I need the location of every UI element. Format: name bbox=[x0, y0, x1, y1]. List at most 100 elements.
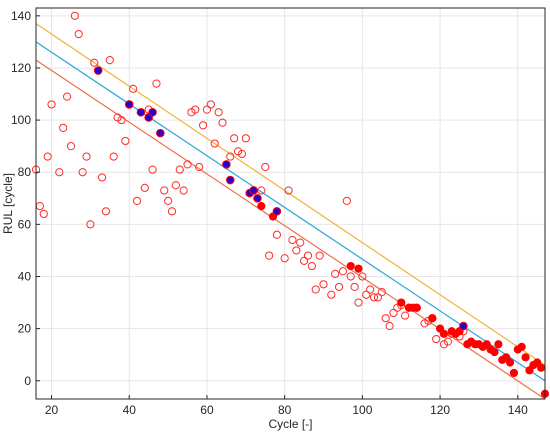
open-red-point bbox=[381, 314, 390, 323]
open-red-point bbox=[369, 293, 379, 302]
open-red-point bbox=[299, 256, 309, 265]
open-red-point bbox=[350, 282, 359, 292]
open-red-point bbox=[109, 152, 118, 161]
open-red-point bbox=[362, 290, 371, 299]
filled-red-point bbox=[537, 363, 546, 372]
open-red-point bbox=[97, 173, 107, 182]
filled-red-point bbox=[505, 358, 515, 367]
open-red-point bbox=[206, 100, 215, 109]
x-tick-label: 40 bbox=[123, 403, 137, 417]
open-red-point bbox=[214, 108, 223, 117]
open-red-point bbox=[55, 168, 64, 177]
filled-red-point bbox=[257, 202, 266, 211]
plot-frame bbox=[35, 7, 546, 400]
open-red-point bbox=[129, 84, 138, 93]
filled-blue-point bbox=[124, 100, 134, 109]
open-red-point bbox=[101, 207, 111, 216]
filled-blue-point bbox=[253, 193, 262, 203]
open-red-point bbox=[43, 152, 52, 161]
open-red-point bbox=[401, 311, 410, 320]
open-red-point bbox=[261, 162, 270, 172]
x-tick-label: 60 bbox=[200, 403, 214, 417]
open-red-point bbox=[366, 285, 375, 294]
open-red-point bbox=[66, 142, 76, 151]
open-red-point bbox=[311, 285, 320, 294]
open-red-point bbox=[175, 165, 184, 174]
filled-blue-point bbox=[93, 66, 103, 75]
y-tick-label: 140 bbox=[11, 9, 31, 23]
open-red-point bbox=[307, 261, 316, 271]
filled-red-point bbox=[490, 347, 499, 357]
filled-red-point bbox=[428, 314, 437, 323]
filled-blue-point bbox=[148, 107, 157, 117]
open-red-point bbox=[179, 186, 188, 195]
open-red-point bbox=[241, 134, 250, 143]
open-red-point bbox=[385, 321, 394, 331]
open-red-point bbox=[35, 202, 44, 211]
x-tick-label: 20 bbox=[45, 403, 59, 417]
open-red-point bbox=[354, 298, 363, 307]
open-red-point bbox=[443, 337, 452, 346]
open-red-point bbox=[358, 272, 367, 281]
open-red-point bbox=[210, 139, 219, 148]
open-red-point bbox=[237, 149, 247, 159]
open-red-point bbox=[272, 230, 282, 239]
open-red-point bbox=[327, 290, 336, 299]
x-tick-label: 100 bbox=[352, 403, 372, 417]
filled-blue-point bbox=[156, 128, 165, 138]
open-red-point bbox=[105, 56, 114, 65]
y-tick-label: 40 bbox=[18, 269, 32, 283]
filled-red-point bbox=[494, 340, 503, 349]
open-red-point bbox=[303, 251, 313, 260]
center-bound-line bbox=[35, 41, 546, 382]
filled-red-point bbox=[439, 329, 449, 338]
open-red-point bbox=[432, 334, 441, 344]
open-red-point bbox=[284, 186, 293, 195]
filled-red-point bbox=[517, 342, 526, 351]
open-red-point bbox=[148, 165, 157, 174]
filled-blue-point bbox=[222, 160, 231, 169]
y-tick-label: 20 bbox=[18, 322, 32, 336]
open-red-point bbox=[315, 251, 324, 260]
open-red-point bbox=[86, 220, 95, 229]
open-red-point bbox=[230, 134, 239, 143]
y-tick-label: 0 bbox=[24, 374, 31, 388]
open-red-point bbox=[226, 152, 235, 161]
y-tick-label: 100 bbox=[11, 113, 31, 127]
open-red-point bbox=[82, 152, 91, 161]
open-red-point bbox=[191, 105, 200, 114]
axis-ticks: 20 40 60 80 100 120 140 0 20 40 60 80 100 120 140 bbox=[11, 9, 528, 417]
open-red-point bbox=[70, 11, 79, 20]
filled-blue-point bbox=[249, 186, 258, 195]
open-red-point bbox=[389, 308, 398, 318]
open-red-point bbox=[62, 92, 72, 101]
y-tick-label: 120 bbox=[11, 61, 31, 75]
filled-red-point bbox=[412, 303, 421, 312]
open-red-point bbox=[160, 186, 169, 195]
filled-red-point bbox=[521, 353, 530, 362]
open-red-point bbox=[296, 238, 305, 247]
open-red-point bbox=[152, 79, 161, 88]
filled-blue-point bbox=[225, 175, 235, 185]
y-tick-label: 80 bbox=[18, 165, 32, 179]
open-red-point bbox=[338, 267, 348, 276]
open-red-point bbox=[117, 115, 126, 125]
filled-blue-point bbox=[272, 207, 282, 216]
x-tick-label: 140 bbox=[508, 403, 528, 417]
open-red-point bbox=[198, 121, 208, 130]
open-red-point bbox=[292, 246, 301, 255]
open-red-point bbox=[167, 207, 177, 216]
open-red-point bbox=[334, 282, 344, 292]
x-tick-label: 120 bbox=[430, 403, 450, 417]
data-points bbox=[31, 11, 550, 398]
open-red-point bbox=[373, 293, 383, 302]
x-tick-label: 80 bbox=[278, 403, 292, 417]
filled-red-point bbox=[346, 261, 355, 271]
lower-bound-line bbox=[35, 59, 546, 400]
open-red-point bbox=[164, 196, 173, 205]
open-red-point bbox=[39, 209, 48, 219]
open-red-point bbox=[171, 181, 180, 190]
open-red-point bbox=[218, 118, 227, 127]
